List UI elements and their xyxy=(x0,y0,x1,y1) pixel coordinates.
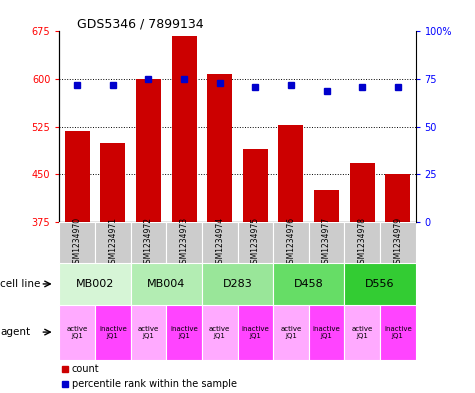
Text: count: count xyxy=(72,364,99,374)
Text: GSM1234970: GSM1234970 xyxy=(73,217,82,268)
Text: GSM1234976: GSM1234976 xyxy=(286,217,295,268)
Bar xyxy=(273,263,344,305)
Bar xyxy=(131,263,202,305)
Bar xyxy=(273,222,309,263)
Bar xyxy=(309,305,344,360)
Bar xyxy=(95,222,131,263)
Bar xyxy=(171,36,197,222)
Text: active
JQ1: active JQ1 xyxy=(280,325,302,339)
Text: active
JQ1: active JQ1 xyxy=(209,325,230,339)
Text: active
JQ1: active JQ1 xyxy=(352,325,373,339)
Bar xyxy=(59,263,131,305)
Bar xyxy=(243,149,268,222)
Bar xyxy=(380,305,416,360)
Bar xyxy=(207,74,232,222)
Bar xyxy=(65,131,90,222)
Text: D458: D458 xyxy=(294,279,323,289)
Bar xyxy=(95,305,131,360)
Text: cell line: cell line xyxy=(0,279,41,289)
Bar xyxy=(238,222,273,263)
Bar xyxy=(385,174,410,222)
Bar xyxy=(278,125,304,222)
Text: percentile rank within the sample: percentile rank within the sample xyxy=(72,378,237,389)
Text: active
JQ1: active JQ1 xyxy=(66,325,88,339)
Bar xyxy=(131,305,166,360)
Text: GSM1234974: GSM1234974 xyxy=(215,217,224,268)
Bar xyxy=(136,79,161,222)
Text: agent: agent xyxy=(0,327,30,337)
Text: inactive
JQ1: inactive JQ1 xyxy=(99,325,127,339)
Bar xyxy=(344,263,416,305)
Bar xyxy=(202,263,273,305)
Bar xyxy=(131,222,166,263)
Bar xyxy=(59,305,95,360)
Text: D556: D556 xyxy=(365,279,395,289)
Bar xyxy=(59,222,95,263)
Text: GSM1234979: GSM1234979 xyxy=(393,217,402,268)
Bar xyxy=(100,143,125,222)
Text: inactive
JQ1: inactive JQ1 xyxy=(384,325,412,339)
Text: MB002: MB002 xyxy=(76,279,114,289)
Text: GSM1234973: GSM1234973 xyxy=(180,217,189,268)
Text: inactive
JQ1: inactive JQ1 xyxy=(170,325,198,339)
Text: GSM1234971: GSM1234971 xyxy=(108,217,117,268)
Text: GSM1234977: GSM1234977 xyxy=(322,217,331,268)
Text: active
JQ1: active JQ1 xyxy=(138,325,159,339)
Bar xyxy=(314,190,339,222)
Bar xyxy=(309,222,344,263)
Text: GDS5346 / 7899134: GDS5346 / 7899134 xyxy=(77,17,204,30)
Bar xyxy=(380,222,416,263)
Bar xyxy=(166,305,202,360)
Bar xyxy=(344,222,380,263)
Bar xyxy=(273,305,309,360)
Bar xyxy=(202,305,238,360)
Bar xyxy=(350,163,375,222)
Text: inactive
JQ1: inactive JQ1 xyxy=(241,325,269,339)
Text: GSM1234972: GSM1234972 xyxy=(144,217,153,268)
Text: inactive
JQ1: inactive JQ1 xyxy=(313,325,341,339)
Text: D283: D283 xyxy=(223,279,252,289)
Text: MB004: MB004 xyxy=(147,279,185,289)
Bar xyxy=(202,222,238,263)
Text: GSM1234978: GSM1234978 xyxy=(358,217,367,268)
Bar xyxy=(344,305,380,360)
Bar xyxy=(238,305,273,360)
Bar xyxy=(166,222,202,263)
Text: GSM1234975: GSM1234975 xyxy=(251,217,260,268)
